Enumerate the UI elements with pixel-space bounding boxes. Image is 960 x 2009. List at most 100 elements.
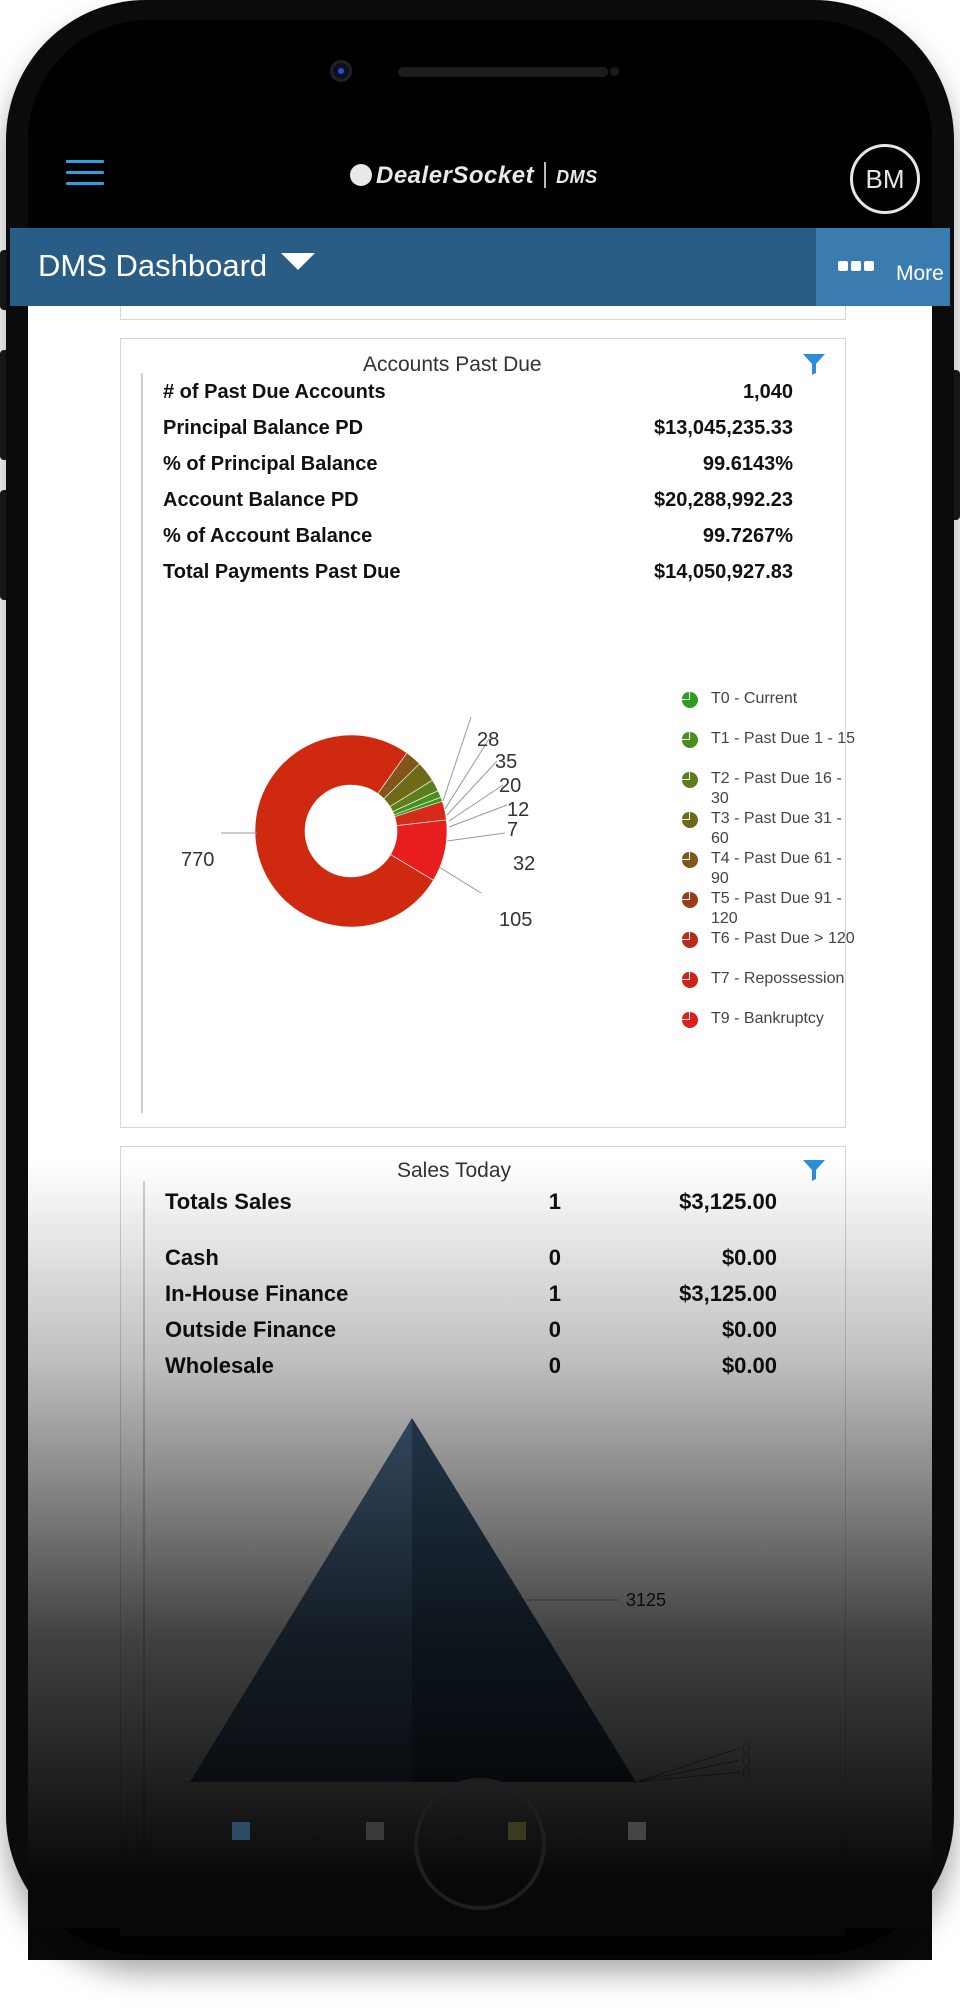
more-label: More <box>896 262 944 285</box>
past-due-row-label: % of Principal Balance <box>163 453 378 475</box>
donut-value-label: 35 <box>495 751 518 773</box>
total-sales-label: Totals Sales <box>165 1189 292 1214</box>
sales-row-count: 1 <box>548 1281 561 1306</box>
sales-row-count: 0 <box>548 1317 561 1342</box>
legend-label: T7 - Repossession <box>711 970 845 987</box>
home-button[interactable] <box>414 1778 546 1910</box>
total-sales-count: 1 <box>548 1189 561 1214</box>
legend-label: T6 - Past Due > 120 <box>711 930 855 947</box>
legend-label: T2 - Past Due 16 - 30 <box>711 770 842 807</box>
user-avatar[interactable]: BM <box>850 144 920 214</box>
leader-line <box>442 716 472 802</box>
accounts-past-due-card: Accounts Past Due # of Past Due Accounts… <box>120 338 855 1128</box>
past-due-row-label: # of Past Due Accounts <box>163 381 386 403</box>
volume-up-button <box>0 350 10 460</box>
pyramid-value-label: 0 <box>742 1765 751 1782</box>
donut-value-label: 7 <box>507 819 519 841</box>
leader-line <box>446 832 506 842</box>
past-due-row-value: 99.7267% <box>702 525 793 547</box>
sales-row-amount: $0.00 <box>721 1353 777 1378</box>
legend-label: T1 - Past Due 1 - 15 <box>711 730 856 747</box>
legend-pie-icon <box>682 972 698 988</box>
legend-pie-icon <box>682 772 698 788</box>
filter-icon[interactable] <box>801 351 827 377</box>
card-title: Sales Today <box>397 1159 512 1182</box>
brand-product: DMS <box>556 167 598 187</box>
card-title: Accounts Past Due <box>363 353 542 376</box>
past-due-row-value: 99.6143% <box>702 453 793 475</box>
legend-label: In-House <box>256 1824 321 1841</box>
legend-label: T0 - Current <box>711 690 798 707</box>
dashboard-selector[interactable]: DMS Dashboard <box>38 248 316 284</box>
legend-pie-icon <box>682 1012 698 1028</box>
donut-slice <box>254 734 434 928</box>
donut-value-label: 32 <box>513 853 536 875</box>
donut-value-label: 12 <box>507 799 530 821</box>
dealersocket-logo-icon <box>350 164 372 186</box>
legend-label: T4 - Past Due 61 - 90 <box>711 850 842 887</box>
brand-name: DealerSocket <box>376 162 535 189</box>
past-due-row-label: Total Payments Past Due <box>163 561 401 583</box>
sales-row-label: Cash <box>165 1245 219 1270</box>
total-sales-amount: $3,125.00 <box>679 1189 777 1214</box>
sales-row-amount: $0.00 <box>721 1317 777 1342</box>
legend-label: Outside <box>532 1824 588 1841</box>
dashboard-title: DMS Dashboard <box>38 248 268 283</box>
pyramid-value-label: 3125 <box>626 1590 666 1610</box>
legend-pie-icon <box>682 812 698 828</box>
legend-swatch <box>366 1822 384 1840</box>
pyramid-legend-item: Cash <box>628 1822 689 1842</box>
legend-label: T3 - Past Due 31 - 60 <box>711 810 842 847</box>
leader-line <box>446 760 498 816</box>
more-button[interactable]: More <box>816 228 950 306</box>
leader-line <box>448 784 504 822</box>
sales-row-amount: $3,125.00 <box>679 1281 777 1306</box>
sales-row-label: Wholesale <box>165 1353 274 1378</box>
silent-switch <box>0 250 10 310</box>
legend-label: T9 - Bankruptcy <box>711 1010 824 1027</box>
app-header: DealerSocket DMS BM <box>28 100 932 228</box>
legend-label: T5 - Past Due 91 - 120 <box>711 890 842 927</box>
sales-row-amount: $0.00 <box>721 1245 777 1270</box>
past-due-row-value: $13,045,235.33 <box>653 417 793 439</box>
donut-value-label: 770 <box>181 849 215 871</box>
caret-down-icon <box>281 253 316 270</box>
dashboard-bar: DMS Dashboard More <box>10 228 950 306</box>
sales-row-count: 0 <box>548 1245 561 1270</box>
more-dots-icon <box>838 254 877 277</box>
sales-row-count: 0 <box>548 1353 561 1378</box>
sales-row-label: Outside Finance <box>165 1317 337 1342</box>
pyramid-legend-item: In-House <box>232 1822 321 1842</box>
legend-swatch <box>628 1822 646 1840</box>
past-due-donut-chart <box>221 716 508 928</box>
past-due-row-label: % of Account Balance <box>163 525 373 547</box>
legend-pie-icon <box>682 932 698 948</box>
sales-row-label: In-House Finance <box>165 1281 349 1306</box>
legend-pie-icon <box>682 892 698 908</box>
filter-icon[interactable] <box>801 1157 827 1183</box>
donut-value-label: 20 <box>499 775 522 797</box>
legend-pie-icon <box>682 852 698 868</box>
front-camera <box>330 60 352 82</box>
donut-value-label: 105 <box>499 909 533 931</box>
past-due-row-label: Principal Balance PD <box>163 417 364 439</box>
previous-card-edge <box>120 306 846 320</box>
legend-pie-icon <box>682 692 698 708</box>
earpiece-speaker <box>398 67 608 77</box>
brand-logo: DealerSocket DMS <box>350 162 598 190</box>
menu-icon[interactable] <box>66 160 104 188</box>
leader-line <box>448 804 508 828</box>
leader-line <box>635 1759 741 1783</box>
legend-pie-icon <box>682 732 698 748</box>
past-due-row-value: $14,050,927.83 <box>653 561 793 583</box>
past-due-row-value: 1,040 <box>742 381 793 403</box>
volume-down-button <box>0 490 10 600</box>
legend-label: Cash <box>652 1824 690 1841</box>
leader-line <box>444 738 490 810</box>
proximity-sensor <box>610 67 619 76</box>
past-due-row-label: Account Balance PD <box>163 489 359 511</box>
legend-swatch <box>232 1822 250 1840</box>
leader-line <box>438 866 482 894</box>
donut-value-label: 28 <box>477 729 500 751</box>
